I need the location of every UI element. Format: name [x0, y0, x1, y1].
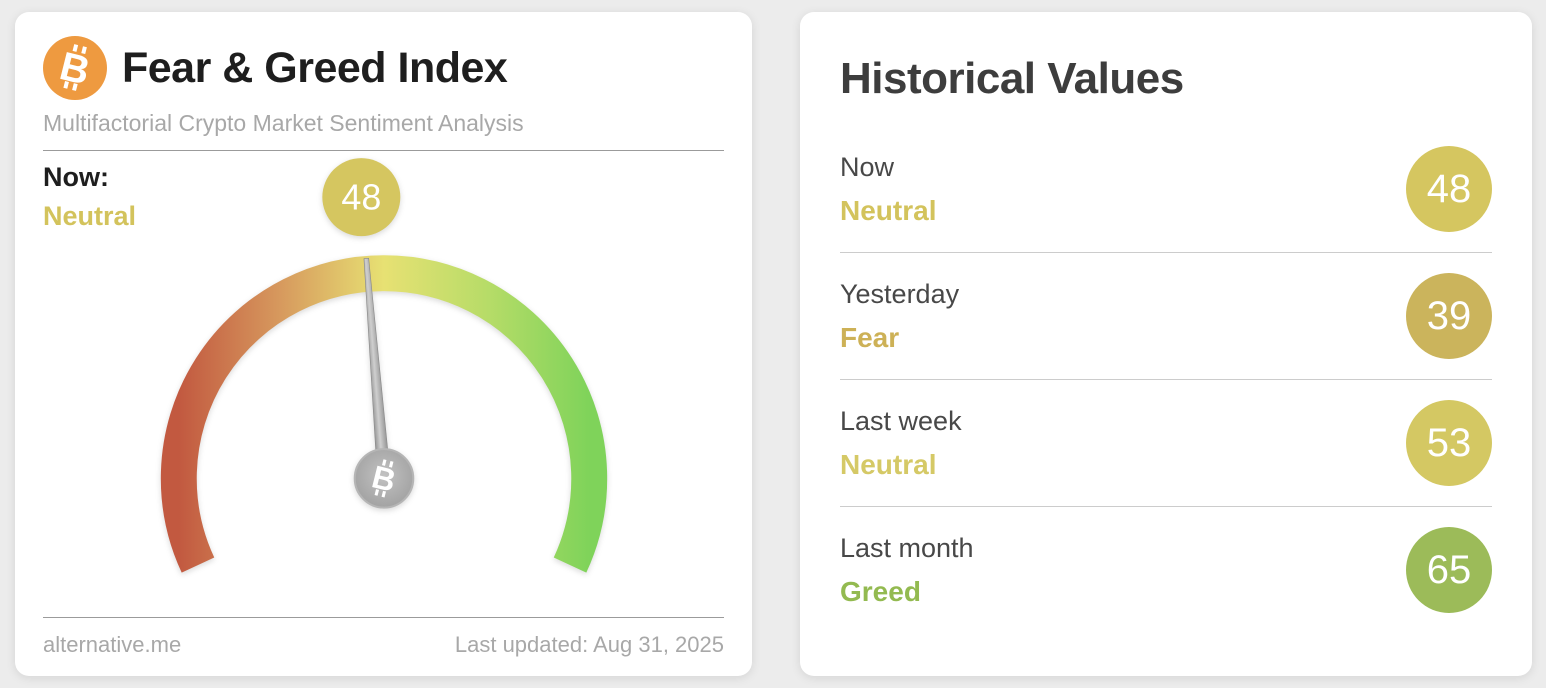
- row-classification: Fear: [840, 321, 900, 353]
- row-classification: Neutral: [840, 194, 937, 226]
- row-period-label: Now: [840, 151, 895, 182]
- row-period-label: Last month: [840, 532, 974, 563]
- historical-row: Now Neutral 48: [840, 126, 1492, 253]
- card-title: Fear & Greed Index: [122, 43, 508, 92]
- fear-greed-gauge: B 48: [160, 158, 607, 573]
- gauge-value: 48: [341, 176, 381, 217]
- last-updated-text: Last updated: Aug 31, 2025: [454, 632, 724, 657]
- historical-title: Historical Values: [840, 54, 1184, 103]
- row-period-label: Last week: [840, 405, 962, 436]
- historical-row: Yesterday Fear 39: [840, 253, 1492, 380]
- gauge-arc: [160, 255, 607, 573]
- gauge-hub: [353, 448, 414, 509]
- bitcoin-icon-glyph: B: [55, 44, 94, 94]
- value-badge: 53: [1406, 400, 1492, 486]
- footer-divider: [43, 617, 724, 618]
- gauge-value-badge-circle: [321, 158, 400, 237]
- now-block: Now: Neutral: [43, 162, 137, 231]
- row-classification: Neutral: [840, 448, 937, 480]
- now-classification: Neutral: [43, 200, 137, 231]
- value-badge: 48: [1406, 146, 1492, 232]
- gauge-value-badge: 48: [321, 158, 400, 237]
- alternative-me-link[interactable]: alternative.me: [43, 632, 182, 657]
- row-period-label: Yesterday: [840, 278, 960, 309]
- row-classification: Greed: [840, 575, 921, 607]
- card-footer: alternative.me Last updated: Aug 31, 202…: [43, 632, 724, 658]
- now-label: Now:: [43, 162, 109, 192]
- value-badge: 39: [1406, 273, 1492, 359]
- historical-row: Last week Neutral 53: [840, 380, 1492, 507]
- historical-row: Last month Greed 65: [840, 507, 1492, 633]
- gauge-section: Now: Neutral: [43, 151, 724, 617]
- value-badge: 65: [1406, 527, 1492, 613]
- fear-greed-header: B Fear & Greed Index: [43, 36, 724, 100]
- historical-values-card: Historical Values Now Neutral 48 Yesterd…: [800, 12, 1532, 676]
- card-subtitle: Multifactorial Crypto Market Sentiment A…: [43, 110, 524, 136]
- header-divider: [43, 150, 724, 151]
- bitcoin-icon: B: [43, 36, 107, 100]
- fear-greed-card: B Fear & Greed Index Multifactorial Cryp…: [15, 12, 752, 676]
